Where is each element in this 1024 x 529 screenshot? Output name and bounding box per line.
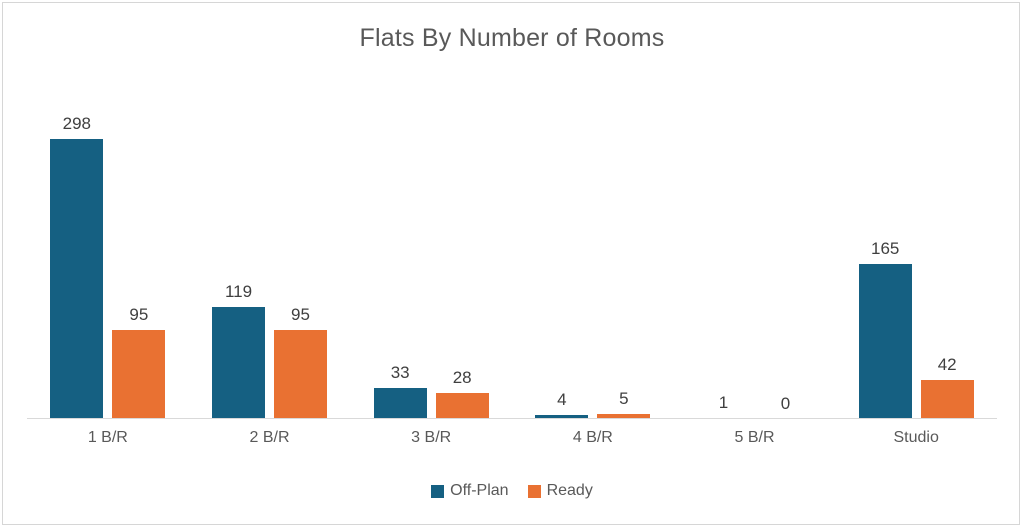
bar-ready-4-b-r <box>597 414 651 419</box>
bar-column: 5 <box>597 389 651 419</box>
x-axis-label-1-b-r: 1 B/R <box>87 429 128 446</box>
bar-pair: 33 28 <box>350 363 512 419</box>
category-group-1-b-r: 298 95 <box>27 90 189 419</box>
value-label: 165 <box>871 239 900 258</box>
bar-column: 165 <box>858 239 912 419</box>
bar-column: 95 <box>112 305 166 419</box>
category-group-2-b-r: 119 95 <box>189 90 351 419</box>
legend-label: Off-Plan <box>450 482 509 499</box>
bar-ready-2-b-r <box>274 330 327 419</box>
legend: Off-Plan Ready <box>0 482 1024 500</box>
value-label: 95 <box>291 305 310 324</box>
legend-swatch-off-plan <box>431 484 445 498</box>
bar-pair: 119 95 <box>189 282 351 419</box>
bar-column: 4 <box>535 390 589 419</box>
bar-column: 42 <box>920 355 974 419</box>
legend-item-ready: Ready <box>527 482 593 500</box>
bar-off-plan-studio <box>858 264 912 419</box>
bar-off-plan-2-b-r <box>212 307 265 419</box>
bar-off-plan-4-b-r <box>535 415 589 419</box>
bar-pair: 298 95 <box>27 114 189 419</box>
category-group-3-b-r: 33 28 <box>350 90 512 419</box>
value-label: 0 <box>780 394 791 413</box>
legend-swatch-ready <box>527 484 541 498</box>
bar-off-plan-3-b-r <box>373 388 427 419</box>
value-label: 95 <box>129 305 149 324</box>
value-label: 298 <box>62 114 92 133</box>
x-axis-labels: 1 B/R 2 B/R 3 B/R 4 B/R 5 B/R Studio <box>27 429 997 447</box>
bar-ready-3-b-r <box>435 393 489 419</box>
bar-pair: 165 42 <box>835 239 997 419</box>
x-axis-label-5-b-r: 5 B/R <box>734 429 775 446</box>
bar-column: 119 <box>212 282 265 419</box>
legend-label: Ready <box>546 482 593 499</box>
value-label: 42 <box>937 355 957 374</box>
bar-off-plan-1-b-r <box>50 139 104 419</box>
value-label: 33 <box>390 363 410 382</box>
bar-column: 33 <box>373 363 427 419</box>
bar-column: 95 <box>274 305 327 419</box>
value-label: 4 <box>557 390 567 409</box>
bar-ready-studio <box>920 380 974 419</box>
bar-column: 1 <box>697 393 751 419</box>
value-label: 119 <box>224 282 253 301</box>
legend-item-off-plan: Off-Plan <box>431 482 509 500</box>
value-label: 5 <box>619 389 629 408</box>
chart-title: Flats By Number of Rooms <box>359 24 665 52</box>
x-axis-label-studio: Studio <box>893 429 939 446</box>
bar-ready-1-b-r <box>112 330 166 419</box>
x-axis-label-3-b-r: 3 B/R <box>411 429 452 446</box>
bar-column: 28 <box>435 368 489 419</box>
x-axis-label-4-b-r: 4 B/R <box>572 429 613 446</box>
bar-column: 298 <box>50 114 104 419</box>
bar-column: 0 <box>759 394 812 419</box>
value-label: 28 <box>452 368 472 387</box>
plot-area: 298 95 119 95 33 28 4 5 1 0 165 42 <box>27 90 997 419</box>
x-axis-label-2-b-r: 2 B/R <box>249 429 290 446</box>
category-group-studio: 165 42 <box>835 90 997 419</box>
x-axis-line <box>27 418 997 419</box>
value-label: 1 <box>718 393 729 412</box>
